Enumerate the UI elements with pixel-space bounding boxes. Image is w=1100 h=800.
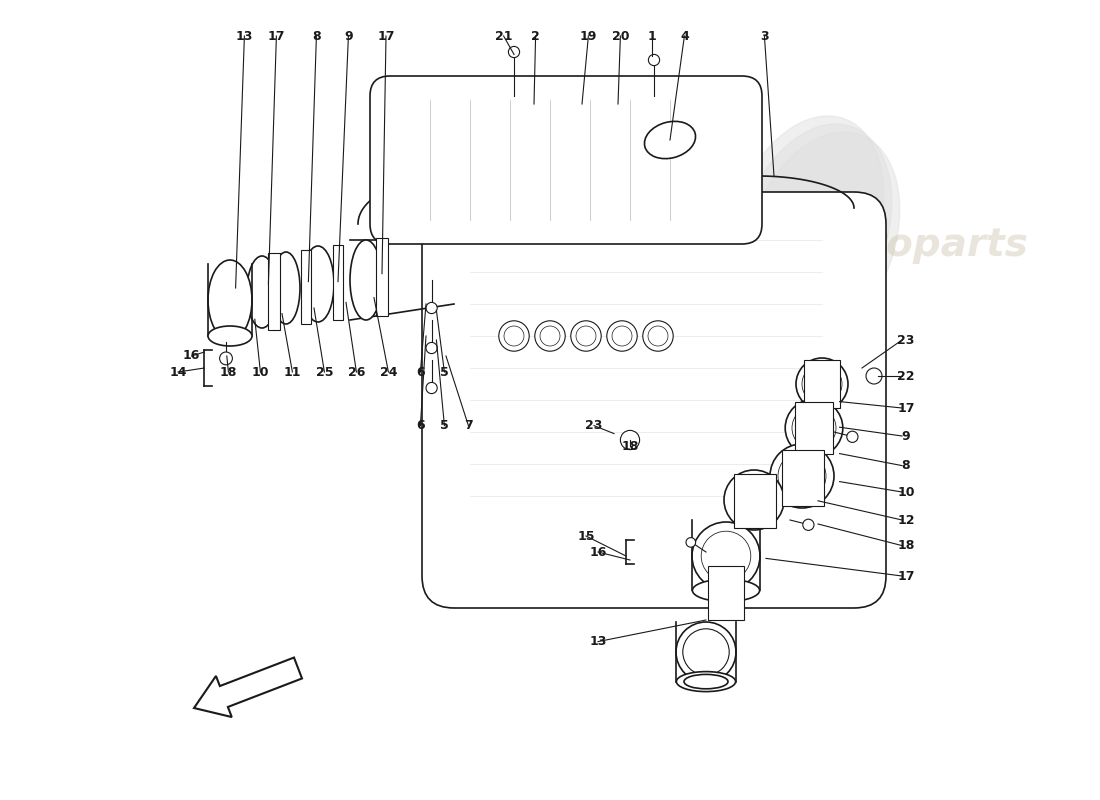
Ellipse shape [692,522,760,590]
Ellipse shape [745,132,900,348]
Text: 26: 26 [348,366,365,378]
Text: 4: 4 [680,30,689,42]
Text: europarts: europarts [814,226,1028,264]
Ellipse shape [692,579,760,602]
Ellipse shape [785,399,843,457]
Bar [268,253,279,330]
Text: 17: 17 [898,402,915,414]
Ellipse shape [701,531,751,581]
Ellipse shape [504,326,524,346]
Ellipse shape [607,321,637,351]
Ellipse shape [802,364,842,404]
Text: 18: 18 [898,539,915,552]
Text: 2: 2 [531,30,540,42]
Ellipse shape [208,326,252,346]
Text: 9: 9 [902,430,911,442]
Ellipse shape [684,674,728,689]
Ellipse shape [683,629,729,675]
Ellipse shape [792,406,836,450]
Ellipse shape [302,246,334,322]
Ellipse shape [576,326,596,346]
Ellipse shape [778,452,826,500]
Ellipse shape [246,256,277,328]
Ellipse shape [612,326,632,346]
Text: 6: 6 [416,419,425,432]
Ellipse shape [642,321,673,351]
Text: 11: 11 [284,366,301,378]
Bar [804,360,840,408]
Text: 24: 24 [379,366,397,378]
Circle shape [686,538,695,547]
FancyBboxPatch shape [422,192,886,608]
Text: 14: 14 [169,366,187,378]
Ellipse shape [535,321,565,351]
Circle shape [220,352,232,365]
Ellipse shape [796,358,848,410]
Text: 18: 18 [220,366,238,378]
Ellipse shape [676,622,736,682]
Bar [795,402,833,454]
Text: 19: 19 [580,30,597,42]
Ellipse shape [648,326,668,346]
Circle shape [866,368,882,384]
Text: 17: 17 [377,30,395,42]
Ellipse shape [208,260,252,340]
Ellipse shape [540,326,560,346]
Text: 13: 13 [590,635,607,648]
Circle shape [620,430,639,450]
Text: 8: 8 [902,459,911,472]
Ellipse shape [645,122,695,158]
Ellipse shape [272,252,300,324]
Text: 1: 1 [648,30,657,42]
Bar [333,245,343,320]
Ellipse shape [571,321,602,351]
Circle shape [426,302,437,314]
Text: 18: 18 [621,440,639,453]
Circle shape [803,519,814,530]
Text: 23: 23 [585,419,603,432]
Bar [376,238,387,316]
Text: 10: 10 [252,366,270,378]
Bar [734,474,776,528]
Text: 5: 5 [440,419,449,432]
Ellipse shape [498,321,529,351]
Text: 17: 17 [898,570,915,582]
Bar [300,250,311,325]
Text: 23: 23 [898,334,915,346]
FancyBboxPatch shape [370,76,762,244]
Ellipse shape [724,470,784,530]
Text: 6: 6 [416,366,425,378]
Text: 25: 25 [316,366,333,378]
Ellipse shape [350,240,382,320]
FancyArrow shape [194,658,302,717]
Text: 22: 22 [898,370,915,382]
Ellipse shape [770,444,834,508]
Text: 7: 7 [464,419,473,432]
Text: 5: 5 [440,366,449,378]
Text: 13: 13 [235,30,253,42]
Text: 17: 17 [267,30,285,42]
Ellipse shape [728,116,883,332]
Text: 15: 15 [578,530,595,542]
Ellipse shape [736,124,892,340]
Text: 16: 16 [590,546,607,558]
Text: 10: 10 [898,486,915,498]
Circle shape [426,342,437,354]
Text: 9: 9 [344,30,353,42]
Text: 12: 12 [898,514,915,526]
Text: 8: 8 [312,30,321,42]
Circle shape [648,54,660,66]
Ellipse shape [676,672,736,691]
Text: 20: 20 [612,30,629,42]
Bar [782,450,824,506]
Text: a passion for parts since 1985: a passion for parts since 1985 [630,210,837,339]
Text: 21: 21 [495,30,513,42]
Text: 16: 16 [183,350,200,362]
Circle shape [508,46,519,58]
Bar [707,566,745,620]
Circle shape [426,382,437,394]
Text: 3: 3 [760,30,769,42]
Circle shape [847,431,858,442]
